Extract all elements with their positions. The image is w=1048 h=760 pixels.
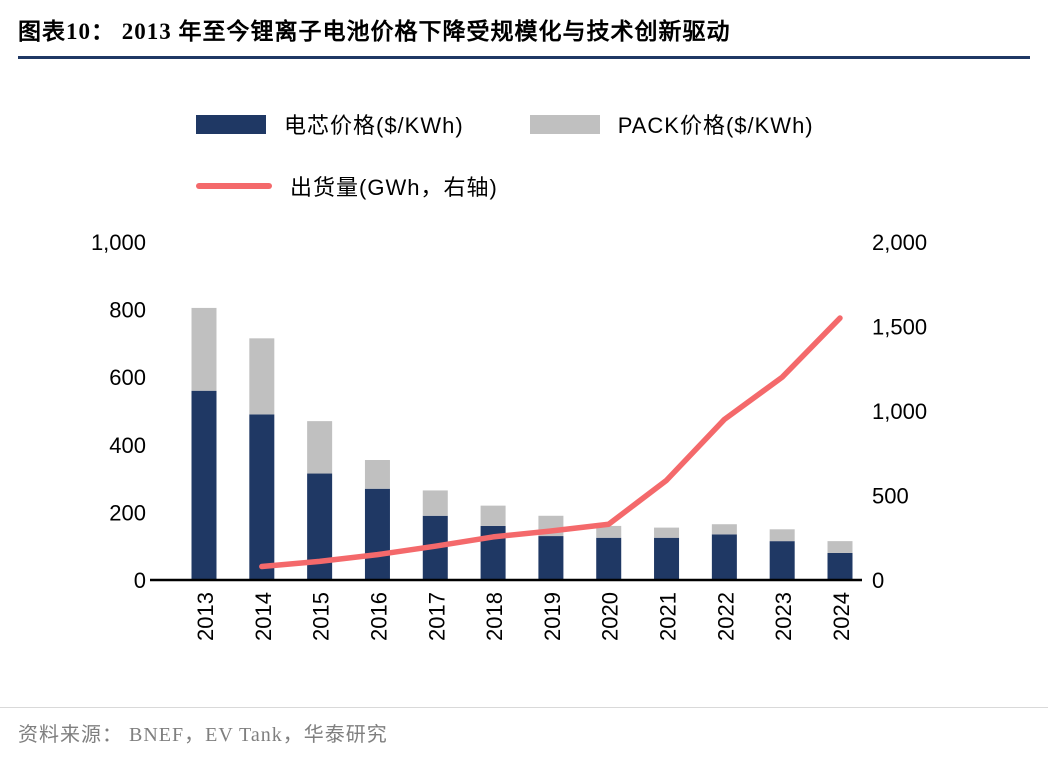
- bar-cell-price-2023: [769, 541, 795, 580]
- legend-item-cell-price: 电芯价格($/KWh): [196, 108, 464, 140]
- source-note: 资料来源： BNEF，EV Tank，华泰研究: [18, 724, 388, 746]
- bar-pack-price-2017: [422, 490, 448, 516]
- bar-pack-price-2022: [711, 524, 737, 535]
- left-axis-tick: 400: [109, 433, 146, 458]
- bar-pack-price-2013: [191, 307, 217, 391]
- right-axis-tick: 500: [872, 484, 909, 509]
- footer-divider: [0, 707, 1048, 708]
- legend-row-1: 电芯价格($/KWh) PACK价格($/KWh): [196, 108, 880, 140]
- bar-cell-price-2014: [249, 414, 275, 580]
- legend-row-2: 出货量(GWh，右轴): [196, 170, 880, 202]
- x-axis-label-2022: 2022: [713, 592, 738, 641]
- right-axis-tick: 0: [872, 568, 884, 593]
- x-axis-label-2021: 2021: [656, 592, 681, 641]
- bar-pack-price-2015: [307, 421, 333, 474]
- figure-header: 图表10： 2013 年至今锂离子电池价格下降受规模化与技术创新驱动: [18, 0, 1030, 59]
- x-axis-label-2015: 2015: [309, 592, 334, 641]
- x-axis-label-2017: 2017: [424, 592, 449, 641]
- legend-label-cell-price: 电芯价格($/KWh): [284, 113, 464, 138]
- x-axis-label-2024: 2024: [829, 592, 854, 641]
- bar-pack-price-2018: [480, 505, 506, 526]
- x-axis-label-2019: 2019: [540, 592, 565, 641]
- legend-item-shipments: 出货量(GWh，右轴): [196, 170, 498, 202]
- x-axis-label-2016: 2016: [366, 592, 391, 641]
- bar-pack-price-2024: [827, 541, 853, 553]
- bar-cell-price-2022: [711, 534, 737, 580]
- left-axis-tick: 1,000: [91, 230, 146, 255]
- left-axis-tick: 800: [109, 298, 146, 323]
- bar-cell-price-2020: [596, 537, 622, 580]
- bar-pack-price-2020: [596, 525, 622, 538]
- figure-title: 图表10： 2013 年至今锂离子电池价格下降受规模化与技术创新驱动: [18, 19, 731, 44]
- legend-label-pack-price: PACK价格($/KWh): [617, 113, 814, 138]
- bar-pack-price-2023: [769, 529, 795, 542]
- right-axis-tick: 1,000: [872, 399, 927, 424]
- left-axis-tick: 200: [109, 500, 146, 525]
- x-axis-label-2013: 2013: [193, 592, 218, 641]
- bar-cell-price-2016: [364, 488, 390, 580]
- x-axis-label-2018: 2018: [482, 592, 507, 641]
- chart-legend: 电芯价格($/KWh) PACK价格($/KWh) 出货量(GWh，右轴): [196, 108, 880, 232]
- x-axis-label-2020: 2020: [598, 592, 623, 641]
- left-axis-tick: 0: [134, 568, 146, 593]
- bar-pack-price-2016: [364, 460, 390, 489]
- right-axis-tick: 2,000: [872, 230, 927, 255]
- x-axis-label-2023: 2023: [771, 592, 796, 641]
- right-axis-tick: 1,500: [872, 315, 927, 340]
- x-axis-label-2014: 2014: [251, 592, 276, 641]
- bar-cell-price-2013: [191, 390, 217, 580]
- legend-label-shipments: 出货量(GWh，右轴): [290, 175, 498, 200]
- legend-item-pack-price: PACK价格($/KWh): [529, 108, 814, 140]
- bar-pack-price-2014: [249, 338, 275, 415]
- cell-price-swatch: [196, 114, 266, 134]
- chart-canvas: 0 200 400 600 800 1,000 0 500 1,000 1,500 2,000 201…: [91, 230, 927, 641]
- bar-cell-price-2021: [654, 537, 680, 580]
- left-axis-tick: 600: [109, 365, 146, 390]
- shipments-line: [259, 315, 843, 570]
- pack-price-swatch: [529, 114, 600, 134]
- shipments-line-swatch: [196, 183, 272, 189]
- bar-cell-price-2024: [827, 552, 853, 580]
- bar-pack-price-2021: [654, 527, 680, 538]
- bar-cell-price-2019: [538, 536, 564, 580]
